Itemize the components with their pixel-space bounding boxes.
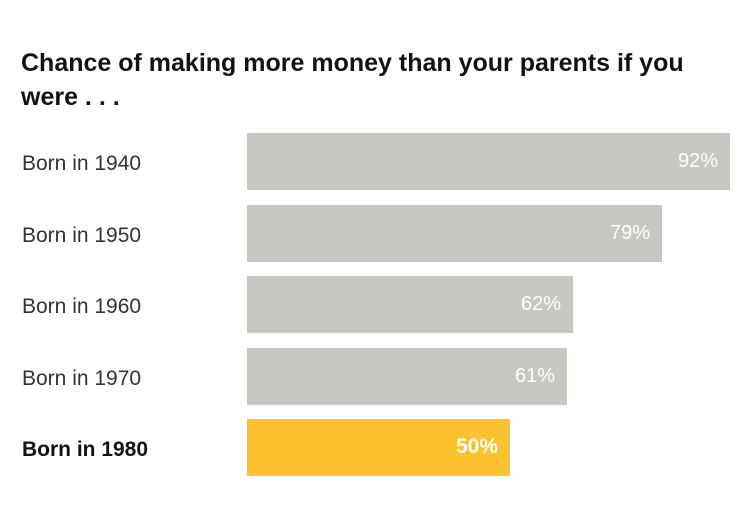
category-label: Born in 1940 [22,151,142,175]
category-label: Born in 1970 [22,366,142,390]
category-label: Born in 1960 [22,294,142,318]
value-label: 61% [514,364,555,387]
bar [247,419,510,476]
value-label: 50% [455,434,498,458]
bar [247,348,567,405]
value-label: 62% [520,292,561,315]
bar [247,133,730,190]
category-label: Born in 1950 [22,223,142,247]
bar [247,205,662,262]
category-label: Born in 1980 [22,437,149,461]
bar [247,276,573,333]
value-label: 79% [609,221,650,244]
chart-title: Chance of making more money than your pa… [21,49,684,111]
value-label: 92% [677,149,718,172]
